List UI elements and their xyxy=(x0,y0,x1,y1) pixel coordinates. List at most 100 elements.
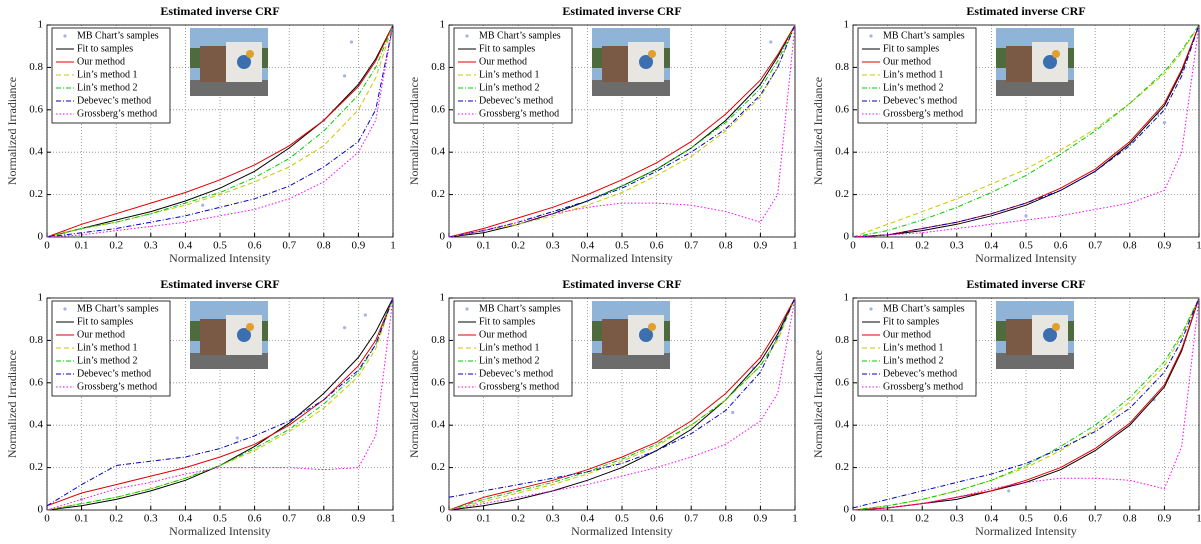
legend-label: Fit to samples xyxy=(77,43,133,54)
legend-label: Lin’s method 2 xyxy=(883,355,944,366)
x-tick-label: 0.4 xyxy=(179,240,193,252)
thumb-ground xyxy=(190,353,268,369)
x-tick-label: 0.2 xyxy=(109,513,123,525)
y-tick-label: 1 xyxy=(844,19,850,31)
legend-label: Debevec’s method xyxy=(883,368,957,379)
panel: Estimated inverse CRF Normalized Intensit… xyxy=(407,4,798,265)
chart-title: Estimated inverse CRF xyxy=(160,4,279,18)
thumb-ground xyxy=(996,80,1074,96)
chart-title: Estimated inverse CRF xyxy=(160,277,279,291)
x-axis-label: Normalized Intensity xyxy=(571,251,673,265)
x-tick-label: 0.7 xyxy=(684,513,698,525)
curve xyxy=(448,297,796,511)
legend-label: Our method xyxy=(77,329,125,340)
x-tick-label: 0.3 xyxy=(144,240,158,252)
legend-label: Grossberg’s method xyxy=(77,381,157,392)
plot-frame xyxy=(448,24,796,238)
x-tick-label: 0.7 xyxy=(282,240,296,252)
x-tick-label: 0.1 xyxy=(881,513,895,525)
y-axis-label: Normalized Irradiance xyxy=(811,350,825,458)
x-tick-label: 0.1 xyxy=(881,240,895,252)
x-tick-label: 0 xyxy=(44,513,50,525)
curve xyxy=(852,297,1200,509)
plot-frame xyxy=(852,297,1200,511)
sample-point xyxy=(349,40,354,44)
legend-marker xyxy=(63,34,67,38)
legend-label: Lin’s method 1 xyxy=(883,342,944,353)
y-axis-label: Normalized Irradiance xyxy=(407,77,421,185)
curve xyxy=(46,297,394,511)
legend-label: Fit to samples xyxy=(883,43,939,54)
legend-label: Lin’s method 1 xyxy=(479,342,540,353)
curve xyxy=(46,24,394,238)
y-tick-label: 0.6 xyxy=(29,103,43,115)
thumb-ground xyxy=(190,80,268,96)
x-tick-label: 0.5 xyxy=(213,513,227,525)
curve xyxy=(46,24,394,238)
thumb-mural xyxy=(237,55,251,69)
x-tick-label: 0.1 xyxy=(75,240,89,252)
legend-label: Lin’s method 2 xyxy=(479,355,540,366)
legend-box xyxy=(453,300,573,397)
legend-label: Debevec’s method xyxy=(479,95,553,106)
sample-point xyxy=(363,313,367,317)
y-tick-label: 0.4 xyxy=(29,146,43,158)
x-axis-label: Normalized Intensity xyxy=(571,524,673,538)
x-tick-label: 0.2 xyxy=(109,240,123,252)
x-tick-label: 0.5 xyxy=(1019,513,1033,525)
x-tick-label: 0.3 xyxy=(950,513,964,525)
x-tick-label: 0.5 xyxy=(615,240,629,252)
y-tick-label: 0 xyxy=(844,231,850,243)
x-tick-label: 0.4 xyxy=(985,240,999,252)
chart-title: Estimated inverse CRF xyxy=(562,277,681,291)
y-axis-label: Normalized Irradiance xyxy=(5,350,19,458)
legend-label: MB Chart’s samples xyxy=(883,303,965,314)
legend-label: Debevec’s method xyxy=(77,368,151,379)
y-tick-label: 0.2 xyxy=(431,188,445,200)
y-tick-label: 0 xyxy=(440,231,446,243)
x-tick-label: 0.6 xyxy=(248,240,262,252)
sample-point xyxy=(342,326,347,330)
x-tick-label: 0.6 xyxy=(1054,513,1068,525)
x-tick-label: 0.3 xyxy=(546,513,560,525)
curve xyxy=(46,24,394,238)
y-tick-label: 0.8 xyxy=(835,334,849,346)
legend-marker xyxy=(465,307,469,311)
x-tick-label: 0.8 xyxy=(719,240,733,252)
thumb-mural xyxy=(639,55,653,69)
legend-label: Our method xyxy=(883,329,931,340)
legend-marker xyxy=(869,307,873,311)
panel: Estimated inverse CRF Normalized Intensit… xyxy=(5,4,396,265)
panel: Estimated inverse CRF Normalized Intensit… xyxy=(811,4,1201,265)
thumb-mural xyxy=(1043,55,1057,69)
x-tick-label: 0.8 xyxy=(1123,240,1137,252)
curve xyxy=(46,297,394,507)
x-axis-label: Normalized Intensity xyxy=(975,251,1077,265)
y-tick-label: 0.4 xyxy=(835,146,849,158)
thumb-mural xyxy=(1052,323,1060,331)
x-tick-label: 1 xyxy=(1196,240,1201,252)
x-tick-label: 0.9 xyxy=(352,240,366,252)
y-tick-label: 1 xyxy=(844,292,850,304)
legend-box xyxy=(857,300,977,397)
x-tick-label: 0.6 xyxy=(248,513,262,525)
y-tick-label: 0.8 xyxy=(835,61,849,73)
legend-label: Debevec’s method xyxy=(77,95,151,106)
curve xyxy=(852,24,1200,238)
legend-label: Grossberg’s method xyxy=(479,108,559,119)
x-tick-label: 0.8 xyxy=(1123,513,1137,525)
legend-label: MB Chart’s samples xyxy=(479,30,561,41)
curve xyxy=(852,297,1200,511)
legend-label: Debevec’s method xyxy=(883,95,957,106)
x-axis-label: Normalized Intensity xyxy=(169,524,271,538)
legend-label: Grossberg’s method xyxy=(77,108,157,119)
curve xyxy=(448,297,796,498)
thumb-building xyxy=(1006,46,1034,82)
x-tick-label: 1 xyxy=(390,240,396,252)
legend-box xyxy=(51,300,171,397)
x-tick-label: 0.9 xyxy=(1158,240,1172,252)
thumb-mural xyxy=(1052,50,1060,58)
x-axis-label: Normalized Intensity xyxy=(975,524,1077,538)
curve xyxy=(448,297,796,511)
thumb-building xyxy=(200,46,228,82)
